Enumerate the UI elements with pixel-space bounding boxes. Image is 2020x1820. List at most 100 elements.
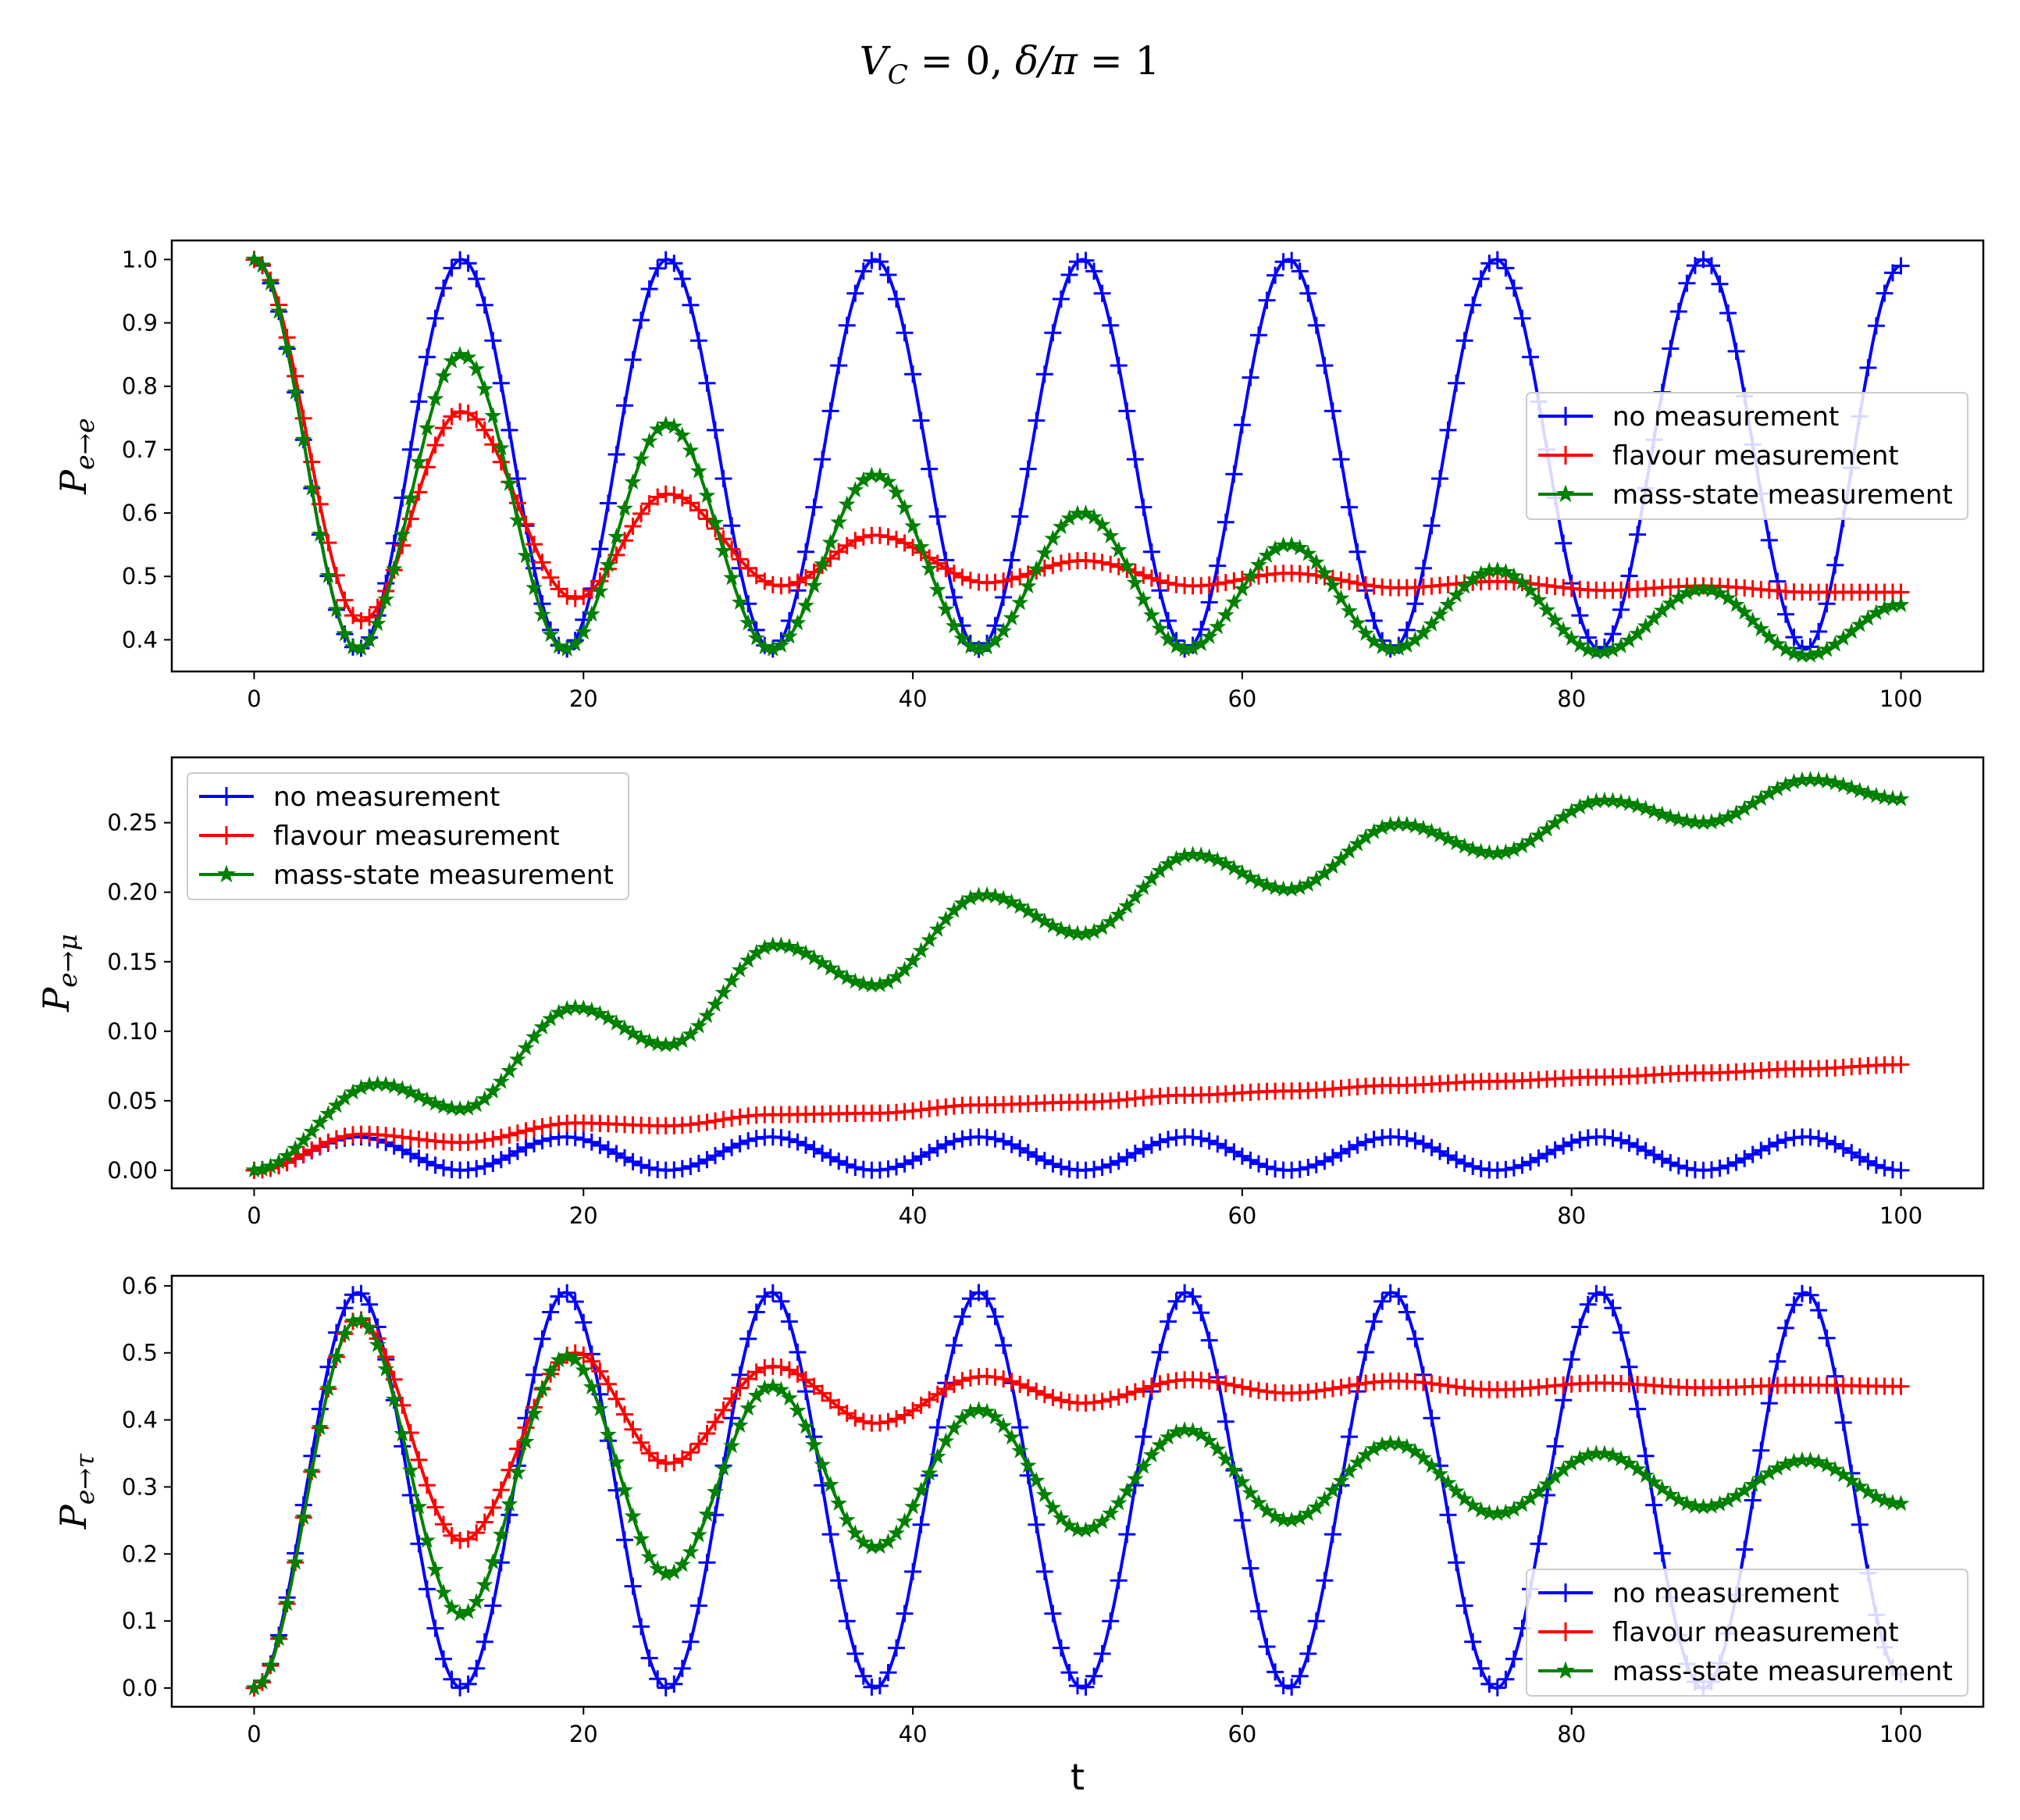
data-point bbox=[854, 1533, 872, 1550]
data-point bbox=[714, 541, 732, 558]
data-point bbox=[451, 345, 469, 362]
x-tick-label: 80 bbox=[1557, 1721, 1586, 1747]
data-point bbox=[863, 1678, 881, 1696]
series-mass-state-measurement bbox=[245, 250, 1910, 663]
data-point bbox=[1307, 1612, 1325, 1630]
data-point bbox=[1595, 1286, 1613, 1304]
data-point bbox=[961, 1369, 979, 1387]
data-point bbox=[410, 1498, 428, 1515]
data-point bbox=[764, 1377, 782, 1394]
data-point bbox=[1250, 326, 1267, 344]
data-point bbox=[649, 259, 667, 277]
data-point bbox=[904, 1498, 922, 1515]
data-point bbox=[821, 1476, 839, 1492]
data-point bbox=[1357, 576, 1375, 593]
data-point bbox=[1653, 1150, 1671, 1168]
data-point bbox=[1200, 593, 1218, 611]
data-point bbox=[1637, 800, 1655, 817]
data-point bbox=[723, 1138, 741, 1156]
data-point bbox=[1694, 579, 1712, 597]
data-point bbox=[352, 1311, 370, 1328]
data-point bbox=[1826, 1135, 1844, 1153]
data-point bbox=[1423, 517, 1441, 535]
data-point bbox=[1332, 451, 1350, 468]
series-group bbox=[245, 1284, 1910, 1697]
data-point bbox=[468, 1659, 486, 1677]
data-point bbox=[1110, 905, 1128, 922]
data-point bbox=[1645, 1146, 1663, 1164]
data-point bbox=[1348, 614, 1366, 631]
data-point bbox=[1316, 1381, 1334, 1399]
data-point bbox=[1052, 1508, 1070, 1526]
data-point bbox=[904, 517, 922, 534]
data-point bbox=[1769, 1352, 1787, 1370]
data-point bbox=[484, 1553, 502, 1570]
data-point bbox=[657, 251, 675, 269]
data-point bbox=[1052, 554, 1070, 572]
data-point bbox=[879, 1412, 897, 1430]
data-point bbox=[1118, 897, 1136, 914]
data-point bbox=[707, 1483, 724, 1500]
data-point bbox=[689, 1435, 707, 1453]
y-tick-label: 0.20 bbox=[107, 879, 158, 906]
data-point bbox=[698, 1006, 716, 1024]
data-point bbox=[1884, 1494, 1901, 1511]
data-point bbox=[566, 589, 584, 607]
data-point bbox=[624, 1420, 642, 1438]
data-point bbox=[533, 605, 551, 622]
data-point bbox=[896, 498, 914, 515]
data-point bbox=[1645, 1496, 1663, 1514]
data-point bbox=[649, 488, 667, 506]
data-point bbox=[501, 1126, 518, 1144]
data-point bbox=[443, 1099, 461, 1116]
data-point bbox=[468, 411, 486, 429]
data-point bbox=[1160, 1131, 1177, 1149]
data-point bbox=[1497, 1670, 1515, 1688]
data-point bbox=[995, 589, 1013, 606]
data-point bbox=[1752, 620, 1770, 637]
data-point bbox=[821, 959, 839, 976]
data-point bbox=[928, 1139, 946, 1157]
data-point bbox=[1604, 1446, 1622, 1463]
y-axis-label: Pe→e bbox=[52, 418, 100, 495]
data-point bbox=[591, 540, 609, 558]
data-point bbox=[319, 1133, 337, 1151]
data-point bbox=[501, 1494, 518, 1512]
data-point bbox=[1876, 788, 1894, 805]
data-point bbox=[1242, 369, 1259, 386]
data-point bbox=[344, 1286, 362, 1304]
data-point bbox=[1686, 1497, 1704, 1514]
data-point bbox=[682, 494, 700, 512]
data-point bbox=[287, 367, 305, 385]
data-point bbox=[1267, 266, 1284, 284]
data-point bbox=[1200, 1331, 1218, 1349]
data-point bbox=[468, 1159, 486, 1177]
data-point bbox=[1060, 1664, 1078, 1682]
data-point bbox=[1200, 627, 1218, 644]
data-point bbox=[1530, 591, 1548, 607]
data-point bbox=[1727, 595, 1745, 612]
data-point bbox=[1044, 917, 1062, 934]
data-point bbox=[1859, 784, 1877, 801]
data-point bbox=[1439, 595, 1457, 612]
data-point bbox=[1373, 1292, 1391, 1310]
data-point bbox=[624, 1024, 642, 1042]
data-point bbox=[1365, 1131, 1383, 1149]
data-point bbox=[451, 251, 469, 269]
data-point bbox=[1209, 851, 1227, 867]
data-point bbox=[1744, 611, 1762, 629]
data-point bbox=[937, 910, 955, 927]
data-point bbox=[492, 439, 510, 456]
data-point bbox=[1851, 1477, 1869, 1494]
data-point bbox=[303, 1141, 321, 1159]
data-point bbox=[1110, 1388, 1128, 1406]
x-tick-label: 100 bbox=[1879, 1202, 1922, 1229]
data-point bbox=[1142, 543, 1160, 561]
data-point bbox=[492, 1072, 510, 1089]
data-point bbox=[1810, 1130, 1828, 1148]
legend-label: mass-state measurement bbox=[273, 860, 614, 891]
data-point bbox=[1448, 834, 1466, 850]
data-point bbox=[1142, 870, 1160, 887]
data-point bbox=[508, 470, 526, 487]
data-point bbox=[698, 1151, 716, 1169]
